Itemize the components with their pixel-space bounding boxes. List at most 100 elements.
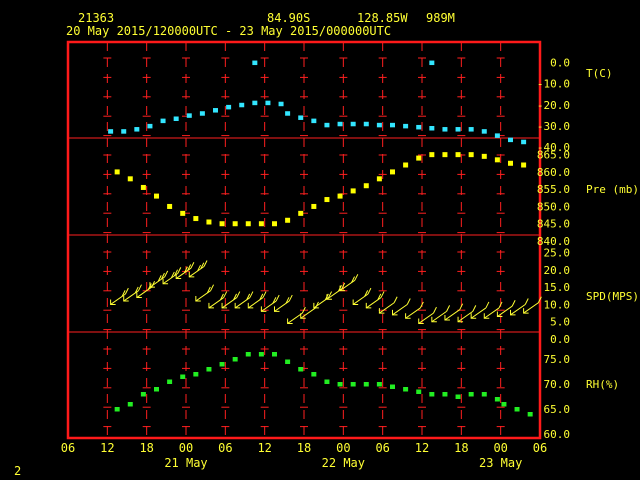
- wind-barb-head: [483, 313, 490, 319]
- panel-label: Pre (mb): [586, 183, 639, 196]
- time-range: 20 May 2015/120000UTC - 23 May 2015/0000…: [66, 24, 392, 38]
- wind-barb-feather: [524, 298, 529, 305]
- wind-barb-feather: [170, 271, 175, 279]
- y-tick-label: 25.0: [544, 247, 571, 260]
- wind-barb-feather: [249, 291, 254, 298]
- wind-barb-feather: [157, 275, 162, 282]
- temperature-point: [455, 127, 461, 132]
- wind-barb-feather: [351, 276, 356, 283]
- wind-barb: [221, 291, 241, 309]
- x-tick-label: 12: [415, 441, 429, 455]
- wind-barb-head: [339, 285, 346, 292]
- wind-barb-staff: [405, 307, 421, 319]
- wind-barb-head: [110, 299, 116, 305]
- y-tick-label: 0.0: [550, 333, 570, 346]
- y-tick-label: 60.0: [544, 428, 571, 441]
- wind-barb-staff: [326, 288, 342, 300]
- wind-barb-feather: [138, 284, 142, 291]
- pressure-point: [455, 152, 461, 158]
- panel-label: SPD(MPS): [586, 290, 639, 303]
- wind-barb-feather: [223, 291, 228, 298]
- y-tick-label: 15.0: [544, 281, 571, 294]
- temperature-point: [239, 102, 245, 108]
- pressure-point: [442, 152, 448, 158]
- y-tick-label: 855.0: [537, 183, 570, 196]
- wind-barb-staff: [195, 290, 211, 302]
- y-tick-label: 865.0: [537, 149, 570, 162]
- wind-barb-feather: [341, 282, 346, 290]
- wind-barb-head: [510, 309, 516, 316]
- wind-barb: [339, 274, 359, 292]
- wind-barb-feather: [498, 301, 503, 309]
- wind-barb: [274, 294, 293, 312]
- temperature-point: [468, 127, 474, 132]
- temperature-point: [429, 126, 435, 131]
- wind-barb: [234, 291, 254, 309]
- wind-barb-head: [418, 318, 424, 324]
- wind-barb-staff: [274, 300, 290, 312]
- humidity-point: [481, 392, 487, 397]
- temperature-point: [442, 127, 448, 132]
- pressure-point: [219, 221, 225, 227]
- wind-barb-head: [136, 292, 142, 299]
- humidity-point: [258, 352, 264, 357]
- humidity-point: [350, 382, 356, 387]
- y-tick-label: 20.0: [544, 264, 571, 277]
- temperature-point: [508, 137, 513, 143]
- wind-barb-feather: [177, 267, 182, 274]
- temperature-point: [363, 121, 369, 127]
- wind-barb-head: [313, 302, 319, 309]
- wind-barb-feather: [262, 291, 267, 298]
- wind-barb-staff: [365, 297, 382, 309]
- wind-barb-head: [431, 316, 437, 323]
- wind-barb: [149, 270, 169, 288]
- wind-barb-staff: [470, 307, 487, 319]
- station-lon: 128.85W: [357, 11, 408, 25]
- wind-barb-head: [123, 296, 129, 302]
- y-tick-label: 10.0: [544, 298, 571, 311]
- wind-barb: [496, 299, 516, 318]
- wind-barb: [483, 301, 503, 319]
- wind-barb-feather: [206, 286, 211, 294]
- humidity-point: [324, 379, 330, 384]
- wind-barb-staff: [313, 297, 329, 309]
- wind-barb: [470, 301, 490, 319]
- wind-barb-feather: [246, 293, 251, 301]
- wind-barb-feather: [134, 286, 139, 294]
- wind-barb-feather: [354, 274, 359, 281]
- pressure-point: [363, 183, 369, 189]
- humidity-point: [468, 392, 474, 397]
- wind-barb-feather: [190, 261, 195, 269]
- wind-barb: [175, 261, 195, 280]
- wind-barb: [352, 287, 372, 305]
- wind-barb-staff: [300, 307, 316, 319]
- wind-barb-staff: [497, 305, 513, 317]
- humidity-point: [232, 357, 238, 362]
- wind-barb-staff: [261, 300, 277, 312]
- wind-barb-feather: [472, 305, 477, 312]
- pressure-point: [481, 153, 487, 159]
- wind-barb: [110, 287, 129, 305]
- wind-barb-staff: [457, 310, 474, 323]
- humidity-point: [403, 387, 409, 392]
- wind-barb-feather: [419, 301, 424, 309]
- pressure-point: [416, 155, 422, 161]
- wind-barb-head: [221, 302, 228, 309]
- wind-barb-staff: [208, 297, 224, 309]
- y-tick-label: 5.0: [550, 316, 570, 329]
- wind-barb: [188, 260, 208, 278]
- temperature-point: [337, 121, 343, 127]
- wind-barb-staff: [287, 312, 303, 324]
- x-tick-label: 00: [336, 441, 350, 455]
- wind-barb-staff: [234, 297, 251, 309]
- wind-barb-feather: [367, 287, 372, 295]
- humidity-point: [154, 387, 159, 392]
- humidity-point: [429, 392, 435, 397]
- x-tick-label: 06: [218, 441, 232, 455]
- wind-barb: [392, 298, 411, 316]
- wind-barb-feather: [446, 305, 451, 312]
- wind-barb-staff: [175, 267, 192, 279]
- wind-barb: [287, 306, 306, 324]
- humidity-point: [455, 394, 461, 399]
- temperature-point: [226, 104, 232, 110]
